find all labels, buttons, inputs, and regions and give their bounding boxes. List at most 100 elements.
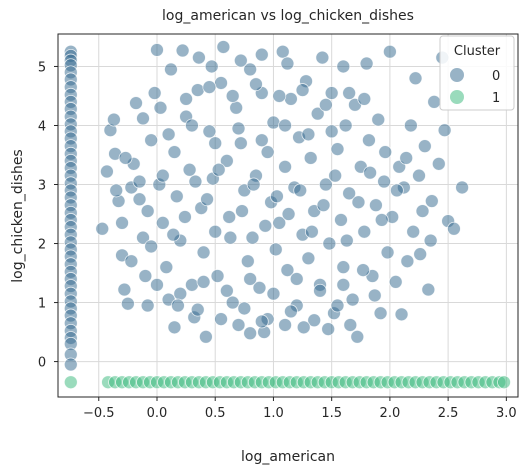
point-cluster-0: [246, 177, 261, 192]
point-cluster-0: [307, 313, 322, 328]
point-cluster-0: [427, 94, 442, 109]
x-tick-label: −0.5: [83, 406, 115, 421]
point-cluster-0: [150, 43, 164, 57]
point-cluster-0: [371, 112, 386, 127]
point-cluster-0: [109, 183, 124, 198]
point-cluster-0: [328, 168, 343, 183]
point-cluster-0: [216, 40, 231, 54]
point-cluster-0: [211, 162, 226, 177]
point-cluster-0: [140, 204, 155, 218]
point-cluster-0: [243, 326, 258, 341]
point-cluster-0: [455, 180, 470, 195]
y-tick-label: 3: [38, 179, 46, 194]
point-cluster-0: [339, 233, 354, 248]
point-cluster-0: [336, 277, 351, 292]
point-cluster-0: [272, 215, 287, 230]
point-cluster-0: [359, 56, 374, 71]
point-cluster-0: [167, 145, 182, 159]
point-cluster-0: [399, 151, 414, 165]
legend-marker-1: [450, 90, 464, 104]
point-cluster-0: [357, 92, 372, 106]
point-cluster-0: [233, 136, 248, 151]
point-cluster-0: [173, 286, 188, 301]
point-cluster-0: [132, 192, 147, 207]
point-cluster-0: [374, 213, 389, 227]
point-cluster-0: [284, 304, 298, 319]
point-cluster-0: [182, 162, 197, 177]
point-cluster-0: [153, 100, 168, 115]
point-cluster-0: [237, 301, 252, 316]
legend-label-0: 0: [492, 69, 500, 84]
x-tick-label: 1.5: [321, 406, 342, 421]
points: [63, 40, 511, 390]
x-tick-label: 2.0: [380, 406, 401, 421]
point-cluster-0: [266, 286, 281, 301]
chart-title: log_american vs log_chicken_dishes: [162, 8, 414, 24]
point-cluster-0: [200, 192, 214, 207]
y-axis-title: log_chicken_dishes: [10, 149, 26, 282]
point-cluster-0: [144, 239, 159, 254]
point-cluster-0: [357, 224, 372, 239]
point-cluster-0: [225, 295, 240, 310]
point-cluster-0: [403, 118, 418, 133]
point-cluster-0: [318, 97, 333, 112]
point-cluster-0: [275, 44, 290, 59]
point-cluster-0: [382, 44, 397, 59]
point-cluster-0: [150, 277, 164, 292]
point-cluster-0: [169, 189, 184, 204]
point-cluster-0: [424, 194, 439, 208]
point-cluster-0: [132, 174, 147, 189]
point-cluster-0: [336, 59, 351, 74]
point-cluster-0: [167, 320, 182, 335]
point-cluster-0: [95, 221, 110, 236]
point-cluster-0: [315, 50, 330, 65]
point-cluster-0: [258, 218, 273, 233]
point-cluster-0: [179, 92, 194, 106]
point-cluster-0: [252, 280, 267, 295]
point-cluster-0: [431, 156, 446, 171]
point-cluster-0: [219, 283, 234, 298]
point-cluster-0: [415, 204, 430, 218]
point-cluster-0: [351, 195, 366, 210]
point-cluster-0: [192, 50, 206, 65]
point-cluster-0: [185, 118, 199, 133]
point-cluster-0: [198, 329, 213, 344]
point-cluster-0: [406, 224, 421, 239]
point-cluster-0: [296, 320, 311, 335]
point-cluster-0: [447, 221, 461, 236]
point-cluster-0: [178, 210, 192, 224]
point-cluster-0: [281, 207, 296, 221]
point-cluster-0: [266, 115, 281, 130]
point-cluster-0: [280, 263, 295, 277]
point-cluster-0: [437, 123, 452, 138]
point-cluster-0: [115, 215, 129, 230]
point-cluster-0: [342, 86, 357, 100]
point-cluster-0: [164, 62, 178, 77]
point-cluster-0: [231, 121, 246, 136]
legend-label-1: 1: [492, 91, 500, 106]
point-cluster-0: [124, 254, 139, 269]
point-cluster-0: [367, 288, 382, 303]
y-tick-label: 0: [38, 356, 46, 371]
point-cluster-0: [316, 198, 331, 213]
point-cluster-0: [136, 111, 150, 126]
point-cluster-0: [330, 298, 345, 313]
point-cluster-1: [63, 375, 78, 390]
point-cluster-0: [249, 77, 263, 92]
legend: Cluster 0 1: [439, 35, 515, 111]
point-cluster-0: [254, 133, 269, 148]
point-cluster-0: [190, 302, 205, 317]
point-cluster-0: [222, 210, 237, 224]
point-cluster-0: [118, 151, 133, 165]
point-cluster-0: [171, 298, 185, 313]
point-cluster-0: [204, 59, 219, 74]
point-cluster-0: [280, 56, 295, 71]
point-cluster-0: [196, 245, 211, 260]
legend-marker-0: [450, 68, 464, 82]
x-axis-title: log_american: [241, 449, 335, 465]
point-cluster-0: [138, 269, 153, 283]
point-cluster-0: [295, 83, 310, 97]
point-cluster-0: [321, 322, 336, 337]
point-cluster-0: [225, 89, 240, 103]
